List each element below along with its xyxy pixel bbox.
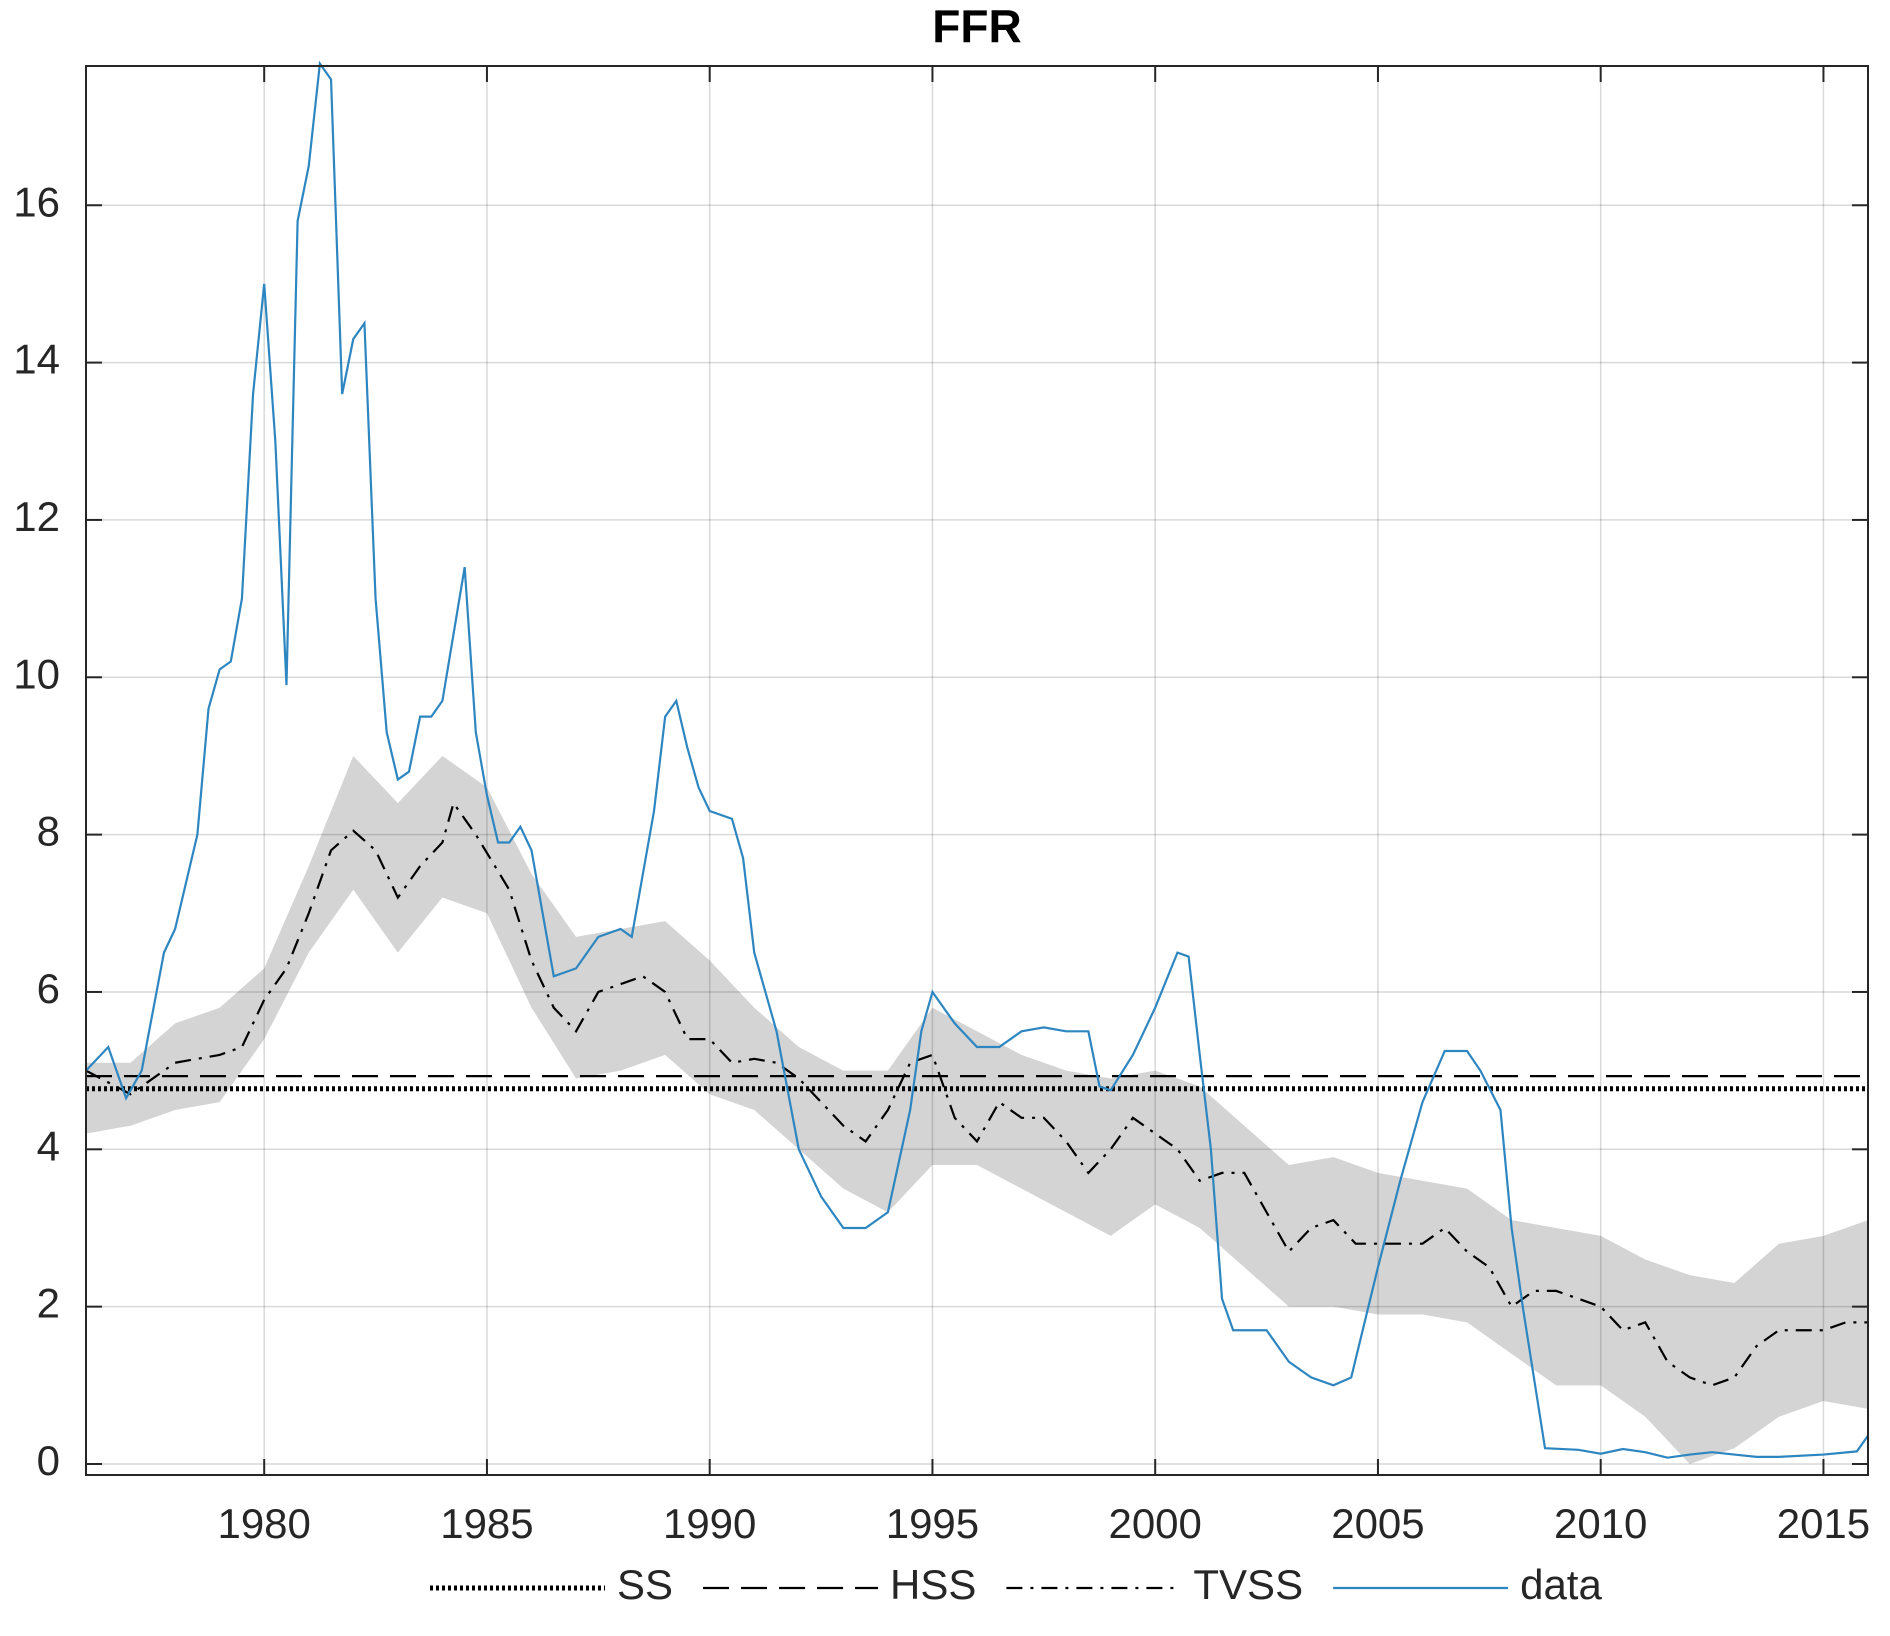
y-tick-label: 12: [13, 493, 60, 540]
y-tick-label: 0: [37, 1437, 60, 1484]
legend-label: data: [1520, 1561, 1602, 1608]
legend-label: TVSS: [1193, 1561, 1303, 1608]
x-tick-label: 2010: [1554, 1500, 1647, 1547]
y-tick-label: 4: [37, 1122, 60, 1169]
series-line: [85, 800, 1868, 1387]
x-tick-label: 1980: [217, 1500, 310, 1547]
y-tick-label: 2: [37, 1280, 60, 1327]
plot-frame: [85, 65, 1869, 1476]
x-tick-label: 1995: [886, 1500, 979, 1547]
x-tick-label: 2005: [1331, 1500, 1424, 1547]
legend-label: HSS: [890, 1561, 976, 1608]
series-line: [85, 60, 1869, 1459]
y-tick-label: 8: [37, 808, 60, 855]
legend-label: SS: [617, 1561, 673, 1608]
x-tick-label: 2015: [1777, 1500, 1870, 1547]
y-tick-label: 14: [13, 336, 60, 383]
y-tick-label: 6: [37, 965, 60, 1012]
x-tick-label: 1985: [440, 1500, 533, 1547]
x-tick-label: 2000: [1108, 1500, 1201, 1547]
x-tick-label: 1990: [663, 1500, 756, 1547]
y-tick-label: 16: [13, 178, 60, 225]
y-tick-label: 10: [13, 650, 60, 697]
confidence-band: [86, 755, 1868, 1464]
chart-title: FFR: [932, 0, 1021, 52]
